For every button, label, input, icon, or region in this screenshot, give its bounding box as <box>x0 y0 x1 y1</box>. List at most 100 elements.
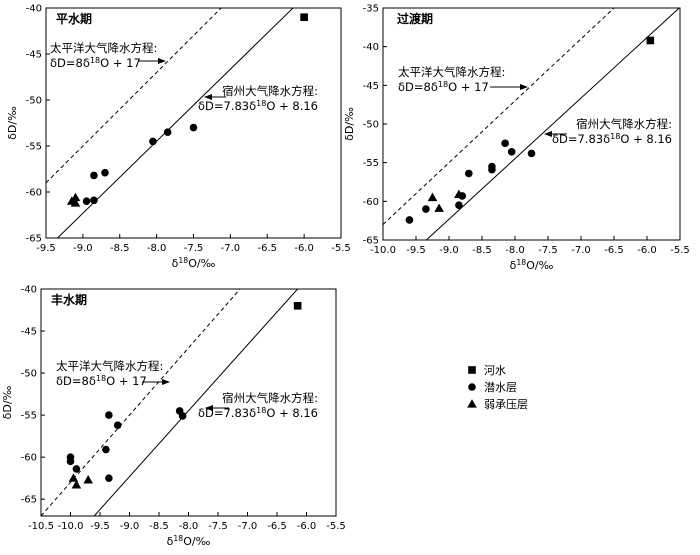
suzhou-mwl-line <box>93 289 298 516</box>
y-tick-label: -45 <box>26 50 42 61</box>
y-axis-label: δD/‰ <box>1 385 14 419</box>
y-tick-label: -40 <box>21 285 37 296</box>
y-tick-label: -50 <box>21 369 37 380</box>
panel-3: -10.5 -10.0 -9.5 -9.0 -8.5 -8.0 -7.5 -7.0 -6.5 -6… <box>1 285 346 549</box>
data-point-circle <box>405 216 414 224</box>
data-point-square <box>646 36 655 45</box>
data-point-circle <box>101 168 109 177</box>
data-point-circle <box>66 457 75 466</box>
x-axis-label: δ18O/‰ <box>167 534 211 548</box>
y-tick-label: -55 <box>363 158 379 169</box>
data-point-circle <box>90 171 98 180</box>
pacific-equation-label: 太平洋大气降水方程: <box>56 359 163 373</box>
x-tick-label: -8.5 <box>472 245 492 256</box>
x-tick-label: -7.0 <box>571 245 591 256</box>
data-point-circle <box>90 196 98 205</box>
x-tick-label: -10.0 <box>58 521 84 532</box>
pacific-equation: δD=8δ18O + 17 <box>398 80 489 94</box>
y-tick-label: -45 <box>363 81 379 92</box>
data-point-circle <box>178 412 187 420</box>
x-tick-label: -7.5 <box>208 521 228 532</box>
data-point-circle <box>455 201 463 209</box>
panel-title: 丰水期 <box>51 292 87 307</box>
data-point-triangle <box>434 203 444 212</box>
suzhou-equation: δD=7.83δ18O + 8.16 <box>198 99 318 113</box>
y-tick-label: -35 <box>363 4 379 15</box>
data-point-circle <box>149 137 157 146</box>
data-point-triangle <box>70 198 81 207</box>
x-tick-label: -7.5 <box>538 245 558 256</box>
data-point-circle <box>72 465 81 473</box>
data-point-triangle <box>71 480 82 489</box>
data-point-triangle <box>427 192 438 202</box>
data-point-circle <box>189 123 198 132</box>
y-tick-label: -45 <box>21 327 37 338</box>
x-tick-label: -8.5 <box>149 521 169 532</box>
y-tick-label: -65 <box>363 236 379 247</box>
y-tick-label: -60 <box>363 197 379 208</box>
x-tick-label: -9.5 <box>36 243 56 254</box>
panel-title: 平水期 <box>56 11 92 26</box>
data-point-circle <box>507 148 516 156</box>
x-tick-label: -9.0 <box>439 245 459 256</box>
data-point-circle <box>105 411 113 419</box>
data-point-triangle <box>454 189 464 198</box>
x-tick-label: -8.0 <box>147 243 167 254</box>
suzhou-mwl-line <box>425 8 680 240</box>
pacific-mwl-line <box>46 8 222 184</box>
x-tick-label: -9.5 <box>90 521 110 532</box>
x-tick-label: -6.0 <box>294 243 314 254</box>
y-tick-label: -60 <box>26 188 42 199</box>
y-tick-label: -40 <box>363 42 379 53</box>
suzhou-equation: δD=7.83δ18O + 8.16 <box>552 132 672 146</box>
x-tick-label: -8.5 <box>110 243 130 254</box>
y-axis-label: δD/‰ <box>6 106 19 140</box>
data-point-circle <box>465 169 473 178</box>
y-tick-label: -65 <box>26 234 42 245</box>
x-tick-label: -5.5 <box>670 245 690 256</box>
data-point-triangle <box>83 475 93 484</box>
suzhou-equation-label: 宿州大气降水方程: <box>222 84 318 98</box>
x-tick-label: -8.0 <box>179 521 199 532</box>
data-point-triangle <box>68 473 79 482</box>
x-axis-label: δ18O/‰ <box>510 258 554 272</box>
x-tick-label: -5.5 <box>326 521 346 532</box>
panel-1: -9.5 -9.0 -8.5 -8.0 -7.5 -7.0 -6.5 -6.0 -5.5 -40 -… <box>6 4 351 271</box>
y-tick-label: -50 <box>26 96 42 107</box>
pacific-equation-label: 太平洋大气降水方程: <box>398 65 505 79</box>
pacific-mwl-line <box>41 289 241 516</box>
pacific-equation-label: 太平洋大气降水方程: <box>50 41 157 55</box>
data-point-circle <box>113 421 122 430</box>
x-tick-label: -9.0 <box>120 521 140 532</box>
y-tick-label: -50 <box>363 120 379 131</box>
suzhou-equation-label: 宿州大气降水方程: <box>576 117 672 131</box>
data-point-circle <box>422 205 430 213</box>
legend-label: 河水 <box>484 364 506 377</box>
pacific-equation: δD=8δ18O + 17 <box>50 56 141 70</box>
data-point-circle <box>102 445 110 454</box>
suzhou-equation-label: 宿州大气降水方程: <box>222 391 318 405</box>
legend-marker-square <box>468 366 476 374</box>
x-tick-label: -8.0 <box>505 245 525 256</box>
x-axis-label: δ18O/‰ <box>172 256 216 270</box>
legend-label: 弱承压层 <box>484 398 528 411</box>
pacific-equation: δD=8δ18O + 17 <box>56 374 147 388</box>
y-tick-label: -40 <box>26 4 42 15</box>
data-point-circle <box>501 139 509 148</box>
legend-label: 潜水层 <box>484 380 517 394</box>
panel-2: -10.0 -9.5 -9.0 -8.5 -8.0 -7.5 -7.0 -6.5 -6.0 -5.… <box>343 4 690 273</box>
x-tick-label: -6.5 <box>604 245 624 256</box>
panel-title: 过渡期 <box>397 11 433 26</box>
x-tick-label: -6.5 <box>257 243 277 254</box>
data-point-square <box>300 13 308 21</box>
data-point-circle <box>105 474 113 482</box>
x-tick-label: -9.5 <box>406 245 426 256</box>
x-tick-label: -6.5 <box>267 521 287 532</box>
data-point-circle <box>82 197 91 205</box>
data-point-square <box>293 302 302 310</box>
data-point-circle <box>163 128 172 136</box>
x-tick-label: -5.5 <box>331 243 351 254</box>
x-tick-label: -6.0 <box>297 521 317 532</box>
